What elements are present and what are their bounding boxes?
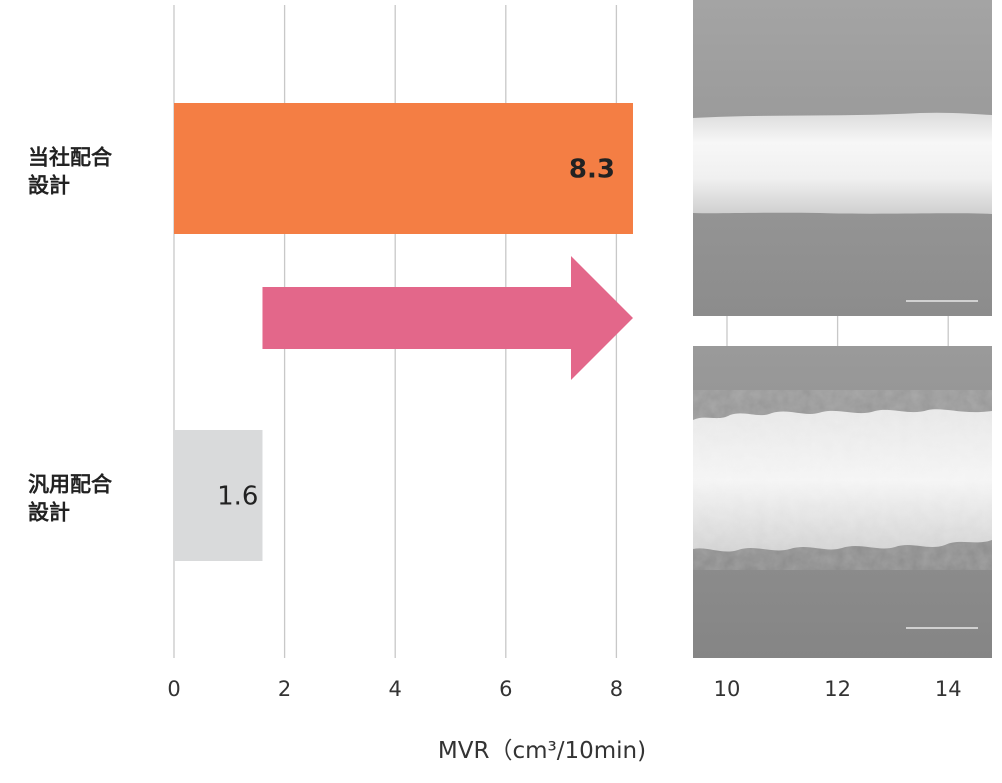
x-tick-14: 14: [935, 677, 962, 701]
x-tick-2: 2: [278, 677, 291, 701]
value-label-0: 8.3: [569, 155, 615, 185]
x-tick-12: 12: [824, 677, 851, 701]
x-tick-6: 6: [499, 677, 512, 701]
category-label-1-0: 汎用配合: [28, 473, 113, 497]
arrow-group: [262, 256, 633, 380]
category-label-1-1: 設計: [28, 501, 70, 525]
category-label-0-0: 当社配合: [28, 146, 113, 170]
x-tick-4: 4: [389, 677, 402, 701]
x-tick-10: 10: [714, 677, 741, 701]
x-tick-0: 0: [167, 677, 180, 701]
x-tick-8: 8: [610, 677, 623, 701]
micrograph-bottom-image: [693, 346, 992, 658]
improvement-arrow: [262, 256, 633, 380]
category-label-0-1: 設計: [28, 174, 70, 198]
value-label-1: 1.6: [217, 482, 258, 512]
x-axis-title: MVR（cm³/10min): [438, 738, 646, 764]
bar-1: [174, 430, 263, 561]
bars: [174, 103, 633, 561]
bar-0: [174, 103, 633, 234]
micrograph-top-image: [693, 0, 992, 316]
